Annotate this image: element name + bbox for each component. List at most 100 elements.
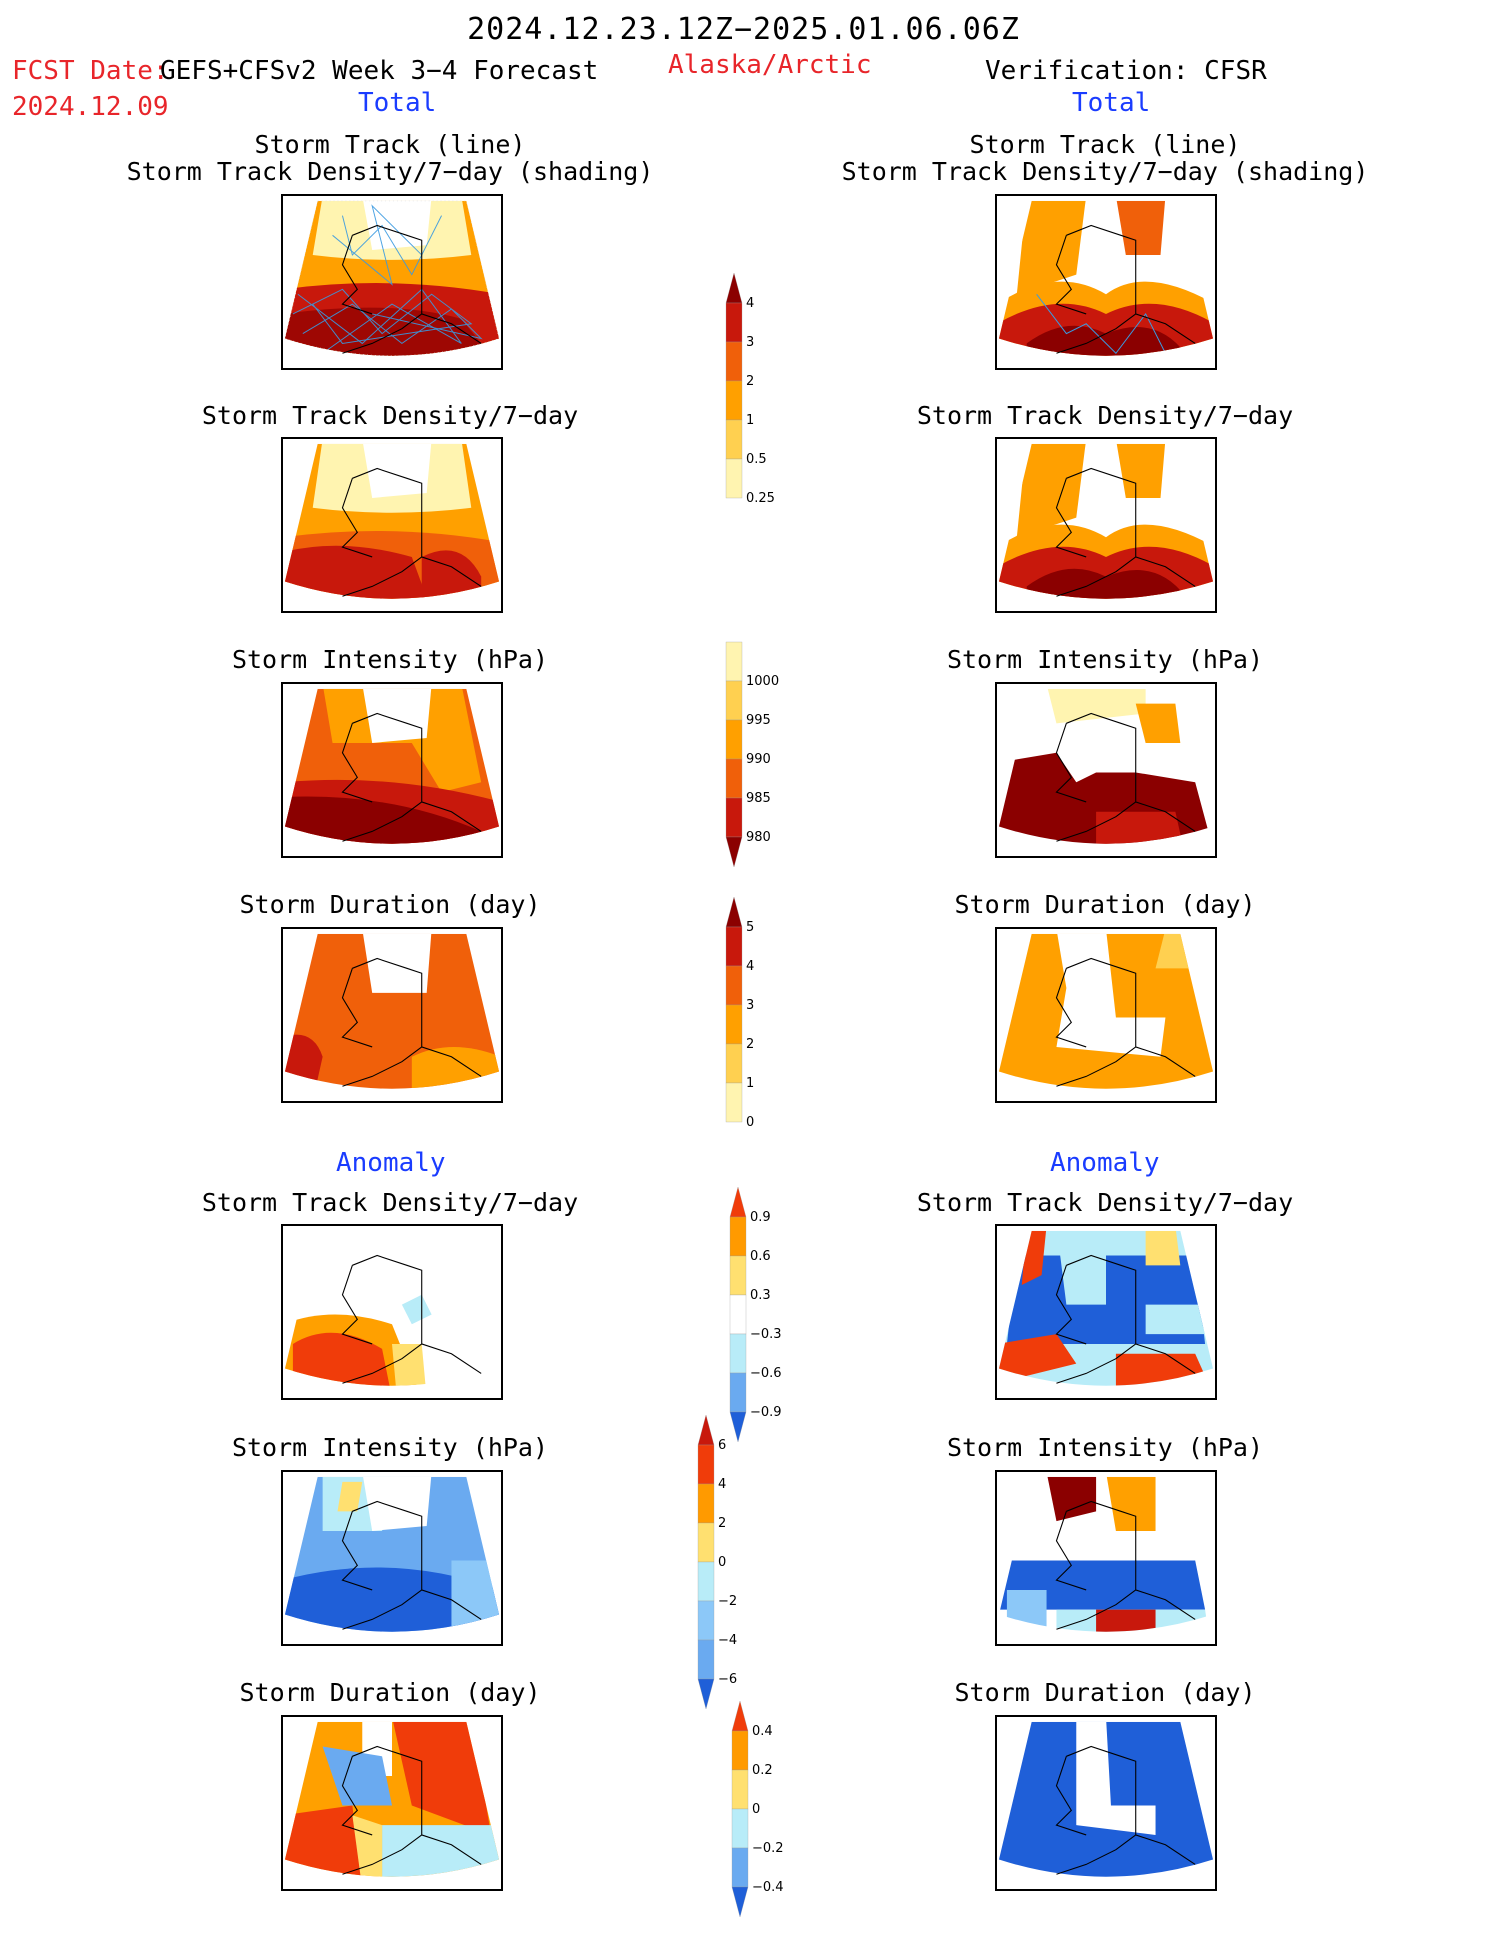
colorbar-segment [725,1004,743,1045]
colorbar-tick-label: 1 [746,413,754,428]
title-track-density-left: Storm Track Density/7−day [201,401,579,430]
colorbar-segment [725,458,743,499]
section-anomaly-right: Anomaly [1050,1148,1160,1178]
colorbar-segment [725,272,743,304]
colorbar-tick-label: 4 [746,296,754,311]
section-anomaly-left: Anomaly [336,1148,446,1178]
title-anom-intensity-right: Storm Intensity (hPa) [946,1433,1264,1462]
colorbar-tick-label: −0.9 [750,1405,782,1420]
map-intensity-left [281,682,503,858]
colorbar-tick-label: 0.6 [750,1249,771,1264]
colorbar-tick-label: 1000 [746,674,779,689]
colorbar-tick-label: 6 [718,1438,726,1453]
colorbar-svg: 5 4 3 2 1 0 [725,896,754,1130]
colorbar-segment [729,1216,747,1257]
title-anom-duration-left: Storm Duration (day) [239,1678,541,1707]
colorbar-duration-total: 5 4 3 2 1 0 [725,888,786,1156]
colorbar-tick-label: 0.25 [746,491,775,506]
section-total-right: Total [1072,88,1151,118]
colorbar-segment [725,926,743,967]
colorbar-segment [725,680,743,721]
colorbar-tick-label: 1 [746,1076,754,1091]
colorbar-tick-label: −0.4 [752,1880,784,1895]
title-intensity-right: Storm Intensity (hPa) [946,645,1264,674]
colorbar-segment [731,1808,749,1849]
colorbar-segment [725,965,743,1006]
title-track-density-shading-left: Storm Track Density/7−day (shading) [126,157,654,186]
colorbar-tick-label: −0.2 [752,1841,784,1856]
colorbar-svg: 0.9 0.6 0.3 −0.3 −0.6 −0.9 [729,1186,782,1443]
colorbar-segment [725,719,743,760]
title-duration-left: Storm Duration (day) [239,890,541,919]
colorbar-tick-label: 0.4 [752,1724,773,1739]
title-anom-intensity-left: Storm Intensity (hPa) [231,1433,549,1462]
colorbar-tick-label: −0.3 [750,1327,782,1342]
map-track-left [281,194,503,370]
colorbar-segment [725,341,743,382]
colorbar-tick-label: 0.3 [750,1288,771,1303]
colorbar-tick-label: 0 [746,1115,754,1130]
colorbar-segment [729,1294,747,1335]
colorbar-segment [731,1847,749,1888]
fcst-model: GEFS+CFSv2 Week 3−4 Forecast [160,56,599,86]
title-track-density-right: Storm Track Density/7−day [916,401,1294,430]
colorbar-tick-label: 4 [746,959,754,974]
fcst-date: 2024.12.09 [12,92,169,122]
colorbar-segment [725,302,743,343]
map-intensity-right [995,682,1217,858]
fcst-label: FCST Date: [12,56,169,86]
colorbar-segment [697,1522,715,1563]
colorbar-tick-label: 980 [746,830,771,845]
colorbar-svg: 1000 995 990 985 980 [725,641,779,868]
map-track-right [995,194,1217,370]
colorbar-segment [729,1255,747,1296]
title-track-density-shading-right: Storm Track Density/7−day (shading) [841,157,1369,186]
colorbar-tick-label: 2 [746,374,754,389]
title-anom-duration-right: Storm Duration (day) [954,1678,1256,1707]
map-anom-density-right [995,1224,1217,1400]
colorbar-density-anom: 0.9 0.6 0.3 −0.3 −0.6 −0.9 [729,1178,790,1485]
colorbar-segment [725,896,743,928]
colorbar-tick-label: −2 [718,1594,737,1609]
colorbar-tick-label: 990 [746,752,771,767]
colorbar-segment [725,380,743,421]
colorbar-segment [729,1333,747,1374]
colorbar-segment [731,1730,749,1771]
title-intensity-left: Storm Intensity (hPa) [231,645,549,674]
title-duration-right: Storm Duration (day) [954,890,1256,919]
colorbar-tick-label: 3 [746,998,754,1013]
colorbar-density-total: 4 3 2 1 0.5 0.25 [725,264,786,532]
colorbar-tick-label: 0 [718,1555,726,1570]
map-density-right [995,437,1217,613]
colorbar-svg: 4 3 2 1 0.5 0.25 [725,272,775,506]
colorbar-segment [725,419,743,460]
title-anom-density-left: Storm Track Density/7−day [201,1188,579,1217]
colorbar-tick-label: 0 [752,1802,760,1817]
map-anom-intensity-right [995,1470,1217,1646]
map-anom-duration-left [281,1715,503,1891]
colorbar-tick-label: −4 [718,1633,737,1648]
colorbar-segment [697,1444,715,1485]
map-duration-left [281,927,503,1103]
colorbar-tick-label: 5 [746,920,754,935]
colorbar-tick-label: 0.2 [752,1763,773,1778]
period-title: 2024.12.23.12Z−2025.01.06.06Z [467,12,1020,47]
colorbar-segment [725,797,743,838]
colorbar-tick-label: −6 [718,1672,737,1687]
colorbar-tick-label: 3 [746,335,754,350]
colorbar-segment [697,1561,715,1602]
colorbar-segment [697,1600,715,1641]
colorbar-segment [697,1678,715,1710]
colorbar-intensity-anom: 6 4 2 0 −2 −4 −6 [697,1406,758,1752]
colorbar-tick-label: −0.6 [750,1366,782,1381]
colorbar-segment [725,1043,743,1084]
colorbar-segment [731,1886,749,1918]
colorbar-svg: 0.4 0.2 0 −0.2 −0.4 [731,1700,784,1918]
colorbar-svg: 6 4 2 0 −2 −4 −6 [697,1414,737,1710]
colorbar-intensity-total: 1000 995 990 985 980 [725,641,786,910]
colorbar-tick-label: 2 [746,1037,754,1052]
title-anom-density-right: Storm Track Density/7−day [916,1188,1294,1217]
colorbar-tick-label: 0.5 [746,452,767,467]
colorbar-segment [729,1186,747,1218]
colorbar-segment [697,1483,715,1524]
